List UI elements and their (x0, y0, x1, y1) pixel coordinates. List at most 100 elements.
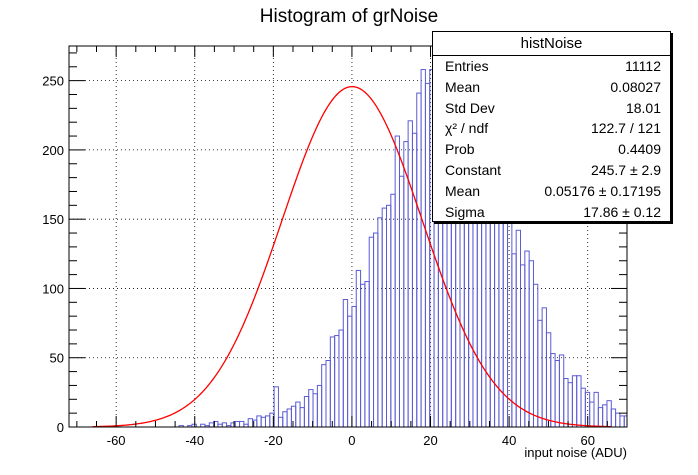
y-tick-label: 50 (50, 351, 64, 366)
histogram-bar (520, 264, 526, 428)
histogram-bar (416, 92, 422, 428)
histogram-bar (329, 336, 336, 428)
histogram-bar (420, 69, 426, 428)
histogram-bar (524, 250, 530, 428)
histogram-bar (507, 211, 513, 428)
histogram-bar (567, 382, 573, 428)
histogram-bar (338, 329, 344, 428)
histogram-bar (282, 411, 288, 428)
stats-box: histNoise Entries 11112 Mean 0.08027 Std Dev… (432, 31, 671, 222)
histogram-bar (256, 415, 262, 428)
histogram-bar (277, 416, 284, 428)
stats-row: χ² / ndf 122.7 / 121 (433, 118, 670, 139)
stats-row-label: Entries (445, 58, 489, 74)
stats-row-label: χ² / ndf (445, 120, 489, 137)
histogram-bar (386, 204, 392, 428)
histogram-bar (230, 422, 236, 428)
histogram-bar (264, 415, 271, 428)
stats-row-value: 0.4409 (618, 141, 661, 158)
histogram-bar (316, 384, 323, 428)
histogram-bar (373, 232, 379, 428)
histogram-bar (260, 416, 266, 428)
histogram-bar (325, 359, 331, 428)
stats-row: Mean 0.08027 (433, 77, 670, 98)
y-tick-label: 100 (42, 281, 64, 296)
x-tick-label: -20 (264, 433, 283, 448)
histogram-bar (541, 307, 547, 428)
stats-row-label: Sigma (445, 203, 485, 220)
stats-row-value: 0.08027 (610, 78, 661, 95)
plot-frame (68, 45, 628, 428)
histogram-bar (355, 269, 362, 428)
histogram-bar (299, 407, 305, 428)
stats-row-label: Constant (445, 161, 502, 178)
x-tick-label: 20 (423, 433, 437, 448)
x-tick-label: -40 (185, 433, 204, 448)
stats-row-value: 122.7 / 121 (590, 120, 661, 137)
stats-row-value: 18.01 (625, 99, 661, 116)
stats-rows: Entries 11112 Mean 0.08027 Std Dev 18.01 χ² / … (433, 56, 670, 222)
stats-row: Entries 11112 (433, 56, 670, 77)
stats-row: Prob 0.4409 (433, 139, 670, 160)
histogram-bar (407, 120, 413, 428)
stats-row-value: 245.7 ± 2.9 (591, 161, 661, 178)
histogram-bar (295, 401, 301, 428)
histogram-bar (558, 354, 565, 428)
histogram-bar (615, 412, 621, 428)
histogram-bar (602, 404, 608, 428)
histogram-bar (321, 364, 327, 428)
stats-row-value: 11112 (625, 58, 661, 74)
histogram-bar (360, 283, 366, 428)
histogram-bar (571, 375, 578, 428)
x-tick-label: -60 (107, 433, 126, 448)
x-tick-label: 0 (348, 433, 355, 448)
stats-row-label: Mean (445, 182, 481, 199)
x-tick-label: 40 (502, 433, 516, 448)
histogram-bar (580, 387, 586, 428)
axes: -60 -40 -20 0 20 40 60 0 50 100 150 200 250 (42, 46, 628, 448)
histogram-bar (347, 315, 353, 428)
histogram-bar (528, 260, 534, 428)
stats-row-value: 0.05176 ± 0.17195 (544, 182, 661, 199)
histogram-bar (403, 141, 409, 428)
histogram-bar (411, 132, 418, 428)
histogram-bar (424, 82, 431, 428)
histogram-bar (221, 422, 228, 428)
stats-row-label: Mean (445, 78, 481, 95)
histogram-bar (515, 229, 522, 428)
histogram-bar (247, 418, 254, 428)
histogram-bar (554, 359, 560, 428)
stats-box-title: histNoise (433, 32, 670, 56)
histogram-bar (351, 305, 357, 428)
x-axis-title: input noise (ADU) (524, 445, 627, 460)
histogram-bar (286, 408, 292, 428)
y-tick-label: 150 (42, 212, 64, 227)
histogram-bar (381, 207, 388, 428)
histogram-bar (593, 391, 599, 428)
histogram-bar (334, 335, 340, 428)
histogram-bar (619, 415, 625, 428)
histogram-bar (610, 408, 617, 428)
y-tick-label: 250 (42, 74, 64, 89)
histogram-bar (576, 375, 582, 428)
histogram-bar (390, 193, 396, 428)
histogram-bar (290, 405, 297, 428)
histogram-bar (273, 386, 279, 428)
chart-title: Histogram of grNoise (260, 6, 438, 27)
histogram-bar (208, 422, 215, 428)
stats-row-value: 17.86 ± 0.12 (583, 203, 661, 220)
histogram-bar (312, 393, 318, 428)
histogram-bar (550, 353, 556, 428)
stats-row: Constant 245.7 ± 2.9 (433, 160, 670, 181)
histogram-bar (377, 217, 383, 428)
histogram-bar (303, 396, 310, 428)
stats-row: Sigma 17.86 ± 0.12 (433, 202, 670, 223)
histogram-bar (252, 419, 258, 428)
histogram-bar (398, 175, 405, 428)
histogram-bar (234, 420, 241, 428)
histogram-bar (597, 407, 604, 428)
histogram-bar (537, 319, 543, 428)
stats-row: Mean 0.05176 ± 0.17195 (433, 181, 670, 202)
gaussian-fit-curve (92, 85, 612, 428)
histogram-bar (239, 420, 245, 428)
